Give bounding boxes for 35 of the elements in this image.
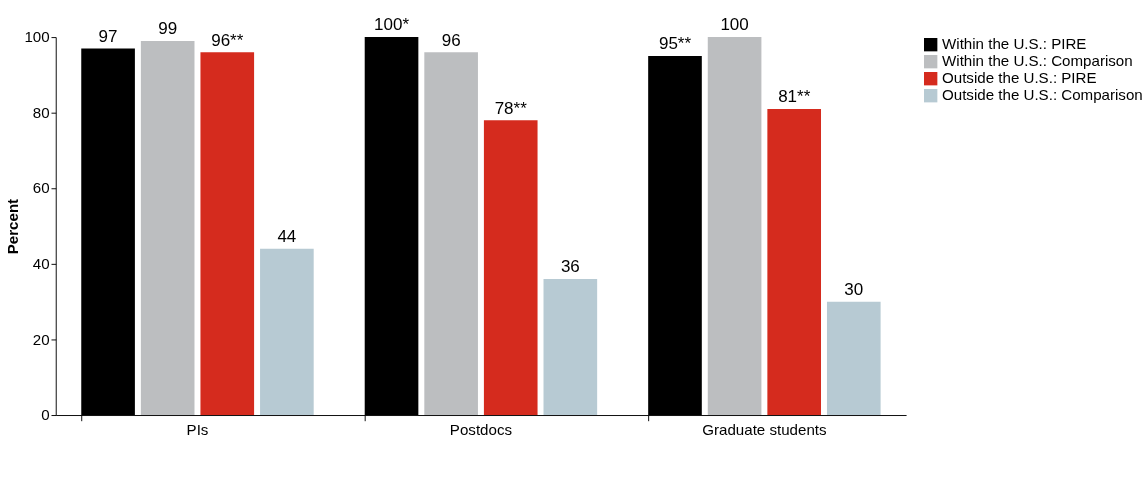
y-axis-title: Percent	[3, 198, 21, 255]
data-label: 81**	[778, 87, 811, 107]
bar	[826, 301, 881, 416]
data-label: 44	[277, 227, 297, 247]
bar	[424, 52, 478, 416]
legend-label: Within the U.S.: Comparison	[942, 52, 1133, 70]
y-tick-label: 0	[41, 406, 50, 424]
bar	[707, 37, 762, 416]
bar	[260, 248, 314, 416]
x-tick-label: PIs	[186, 421, 209, 439]
data-label: 36	[560, 257, 580, 277]
y-tick-label: 40	[32, 255, 50, 273]
data-label: 78**	[494, 98, 528, 118]
bar	[543, 278, 598, 416]
data-label: 95**	[658, 34, 692, 54]
x-tick-label: Postdocs	[449, 421, 513, 439]
data-label: 100	[720, 15, 749, 35]
data-label: 97	[98, 26, 118, 46]
bar	[767, 108, 822, 416]
y-tick-label: 100	[24, 28, 50, 46]
x-tick-label: Graduate students	[702, 421, 827, 439]
bar	[140, 40, 195, 416]
bar	[200, 52, 255, 416]
data-label: 96**	[211, 30, 244, 50]
data-label: 99	[158, 19, 178, 39]
data-label: 96	[441, 30, 461, 50]
bar	[483, 120, 538, 416]
data-label: 30	[844, 280, 864, 300]
y-tick-label: 80	[32, 103, 50, 121]
legend-label: Outside the U.S.: PIRE	[942, 69, 1097, 87]
data-label: 100*	[374, 15, 410, 35]
y-tick-label: 20	[32, 330, 50, 348]
y-tick-label: 60	[32, 179, 50, 197]
legend-label: Within the U.S.: PIRE	[942, 35, 1087, 53]
legend-label: Outside the U.S.: Comparison	[942, 86, 1143, 104]
